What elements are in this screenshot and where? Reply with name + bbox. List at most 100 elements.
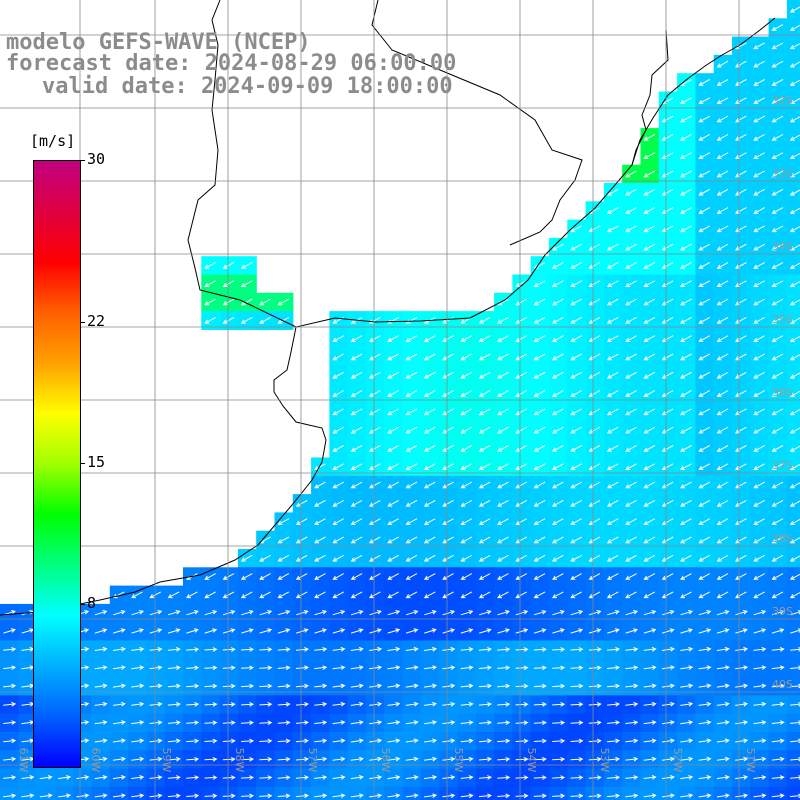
wind-arrow — [698, 353, 711, 361]
wind-arrow — [369, 738, 383, 744]
wind-arrow — [295, 499, 308, 507]
wind-arrow — [368, 573, 381, 580]
wind-arrow — [606, 481, 619, 489]
wind-arrow — [606, 207, 619, 214]
wind-arrow — [149, 683, 163, 689]
wind-arrow — [204, 702, 218, 707]
wind-arrow — [131, 701, 145, 707]
wind-arrow — [442, 371, 454, 379]
wind-arrow — [570, 647, 584, 652]
wind-arrow — [753, 481, 765, 489]
wind-arrow — [533, 408, 546, 416]
wind-arrow — [515, 298, 528, 306]
wind-arrow — [625, 720, 639, 725]
wind-arrow — [643, 170, 656, 178]
wind-arrow — [570, 316, 582, 324]
wind-arrow — [259, 702, 273, 707]
wind-arrow — [643, 316, 656, 324]
wind-arrow — [570, 720, 584, 726]
wind-arrow — [368, 518, 381, 525]
wind-arrow — [661, 115, 674, 123]
ocean-cell — [439, 786, 459, 800]
wind-arrow — [625, 738, 639, 744]
wind-arrow — [551, 280, 564, 287]
wind-arrow — [588, 536, 601, 544]
wind-arrow — [643, 280, 656, 287]
ocean-cell — [786, 402, 800, 422]
wind-arrow — [478, 591, 491, 599]
colorbar-tickmark — [80, 160, 85, 161]
ocean-cell — [274, 786, 294, 800]
longitude-label: 58W — [233, 748, 246, 773]
wind-arrow — [643, 591, 656, 599]
wind-arrow — [314, 554, 326, 562]
wind-arrow — [350, 610, 364, 616]
wind-arrow — [442, 628, 456, 634]
wind-arrow — [21, 793, 35, 799]
longitude-label: 53W — [598, 748, 611, 773]
wind-arrow — [405, 463, 418, 470]
wind-arrow — [497, 463, 509, 470]
wind-arrow — [222, 793, 236, 799]
wind-arrow — [661, 371, 674, 379]
wind-arrow — [167, 775, 181, 780]
wind-arrow — [241, 775, 255, 780]
wind-arrow — [314, 499, 326, 507]
wind-arrow — [442, 316, 454, 324]
wind-arrow — [625, 628, 639, 634]
longitude-label: 61W — [17, 748, 30, 773]
wind-arrow — [423, 463, 436, 470]
wind-arrow — [387, 390, 399, 397]
ocean-cell — [786, 420, 800, 440]
wind-arrow — [405, 628, 419, 634]
wind-arrow — [478, 481, 491, 489]
wind-arrow — [734, 262, 747, 269]
wind-arrow — [332, 408, 345, 416]
wind-arrow — [350, 335, 363, 342]
wind-arrow — [533, 499, 546, 507]
wind-arrow — [552, 775, 566, 780]
wind-arrow — [295, 738, 309, 744]
wind-arrow — [497, 647, 511, 652]
wind-arrow — [661, 170, 674, 178]
wind-arrow — [368, 371, 381, 379]
wind-arrow — [698, 756, 712, 762]
wind-arrow — [295, 683, 309, 689]
wind-arrow — [680, 499, 692, 507]
wind-arrow — [424, 756, 438, 762]
wind-arrow — [533, 518, 546, 525]
wind-arrow — [314, 683, 328, 689]
ocean-cell — [0, 786, 19, 800]
wind-arrow — [588, 298, 601, 306]
wind-arrow — [588, 683, 602, 689]
wind-arrows — [3, 6, 800, 799]
wind-arrow — [94, 756, 108, 762]
wind-arrow — [734, 97, 747, 104]
ocean-cell — [732, 786, 751, 800]
wind-arrow — [368, 554, 381, 562]
wind-arrow — [643, 536, 656, 544]
wind-arrow — [332, 720, 346, 725]
wind-arrow — [478, 463, 491, 470]
wind-arrow — [551, 445, 564, 452]
wind-arrow — [735, 683, 749, 689]
wind-arrow — [478, 353, 491, 361]
wind-arrow — [204, 665, 218, 671]
wind-arrow — [295, 701, 309, 707]
wind-arrow — [369, 756, 383, 762]
wind-arrow — [716, 152, 729, 159]
wind-arrow — [515, 756, 529, 762]
wind-arrow — [716, 170, 729, 178]
wind-arrow — [625, 243, 637, 251]
wind-arrow — [716, 445, 729, 452]
wind-arrow — [716, 133, 729, 141]
wind-arrow — [643, 371, 656, 379]
wind-arrow — [332, 426, 345, 434]
wind-arrow — [405, 591, 418, 599]
wind-arrow — [533, 683, 547, 689]
wind-arrow — [515, 499, 528, 507]
wind-arrow — [460, 353, 473, 361]
wind-arrow — [204, 756, 218, 762]
wind-arrow — [680, 445, 692, 452]
wind-arrow — [698, 426, 711, 434]
